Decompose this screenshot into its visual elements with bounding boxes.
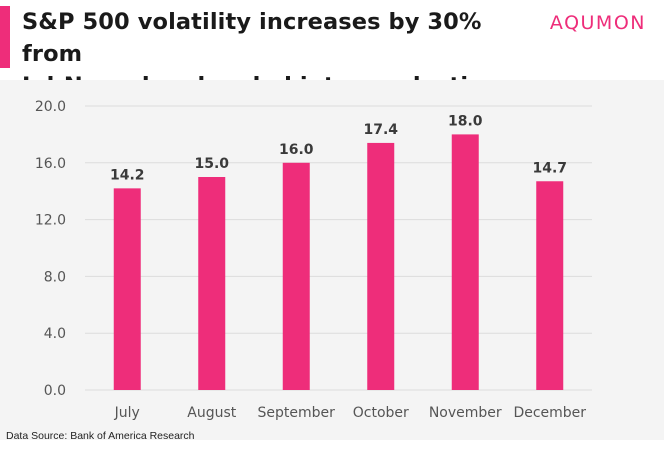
bar: [536, 181, 564, 390]
bar: [367, 142, 395, 390]
bar: [282, 162, 310, 390]
y-tick-label: 16.0: [35, 156, 66, 172]
y-tick-label: 20.0: [35, 99, 66, 115]
x-tick-label: September: [258, 405, 336, 421]
data-label: 14.2: [110, 167, 145, 183]
title-accent-bar: [0, 6, 10, 68]
x-tick-label: December: [513, 405, 586, 421]
x-tick-label: July: [114, 405, 140, 421]
bar: [451, 134, 479, 390]
bar-chart: 0.0 4.0 8.0 12.0 16.0 20.0 14.2 July 15.0 August 1…: [35, 99, 592, 421]
y-tick-label: 12.0: [35, 213, 66, 229]
bar: [113, 188, 141, 390]
y-tick-label: 8.0: [44, 269, 66, 285]
data-label: 14.7: [532, 160, 567, 176]
bar: [198, 177, 226, 390]
data-label: 15.0: [194, 156, 229, 172]
y-tick-label: 4.0: [44, 326, 66, 342]
x-tick-label: August: [187, 405, 237, 421]
data-label: 17.4: [363, 122, 398, 138]
brand-logo: AQUMON: [549, 12, 646, 34]
data-source-note: Data Source: Bank of America Research: [6, 430, 195, 442]
title-line-1: S&P 500 volatility increases by 30% from: [22, 9, 482, 67]
y-tick-label: 0.0: [44, 383, 66, 399]
data-label: 16.0: [279, 142, 314, 158]
x-tick-label: October: [353, 405, 409, 421]
x-tick-label: November: [429, 405, 502, 421]
data-label: 18.0: [448, 113, 483, 129]
